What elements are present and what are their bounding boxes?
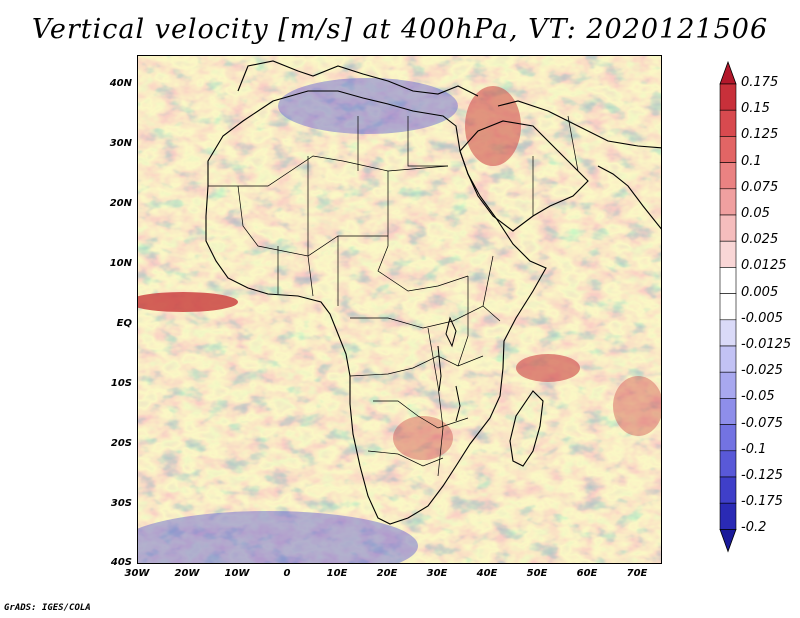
border-line [482, 255, 494, 307]
country-borders [208, 115, 579, 477]
africa-coastline [205, 90, 547, 525]
southern-africa-ascent [393, 416, 453, 460]
lat-label: 20N [109, 198, 132, 209]
persian-coastline [497, 100, 661, 149]
europe-coastline [237, 60, 479, 97]
lon-label: 60E [576, 568, 598, 579]
east-indian-ascent [613, 376, 661, 436]
colorbar-label: 0.05 [741, 206, 770, 221]
colorbar-bin [719, 398, 737, 425]
colorbar-bin [719, 188, 737, 216]
colorbar-label: -0.005 [741, 310, 783, 326]
colorbar-label: 0.175 [741, 75, 779, 90]
south-atlantic-descent [138, 511, 418, 563]
border-line [349, 355, 484, 377]
colorbar-bottom-arrow [719, 528, 737, 553]
colorbar-label: -0.1 [741, 441, 767, 457]
lat-label: 10N [109, 258, 132, 269]
lat-label: EQ [116, 318, 132, 329]
colorbar-bin [719, 136, 737, 163]
lat-label: 40S [110, 557, 132, 568]
colorbar-bin [719, 162, 737, 190]
colorbar-bin [719, 319, 737, 347]
colorbar-label: 0.15 [741, 101, 770, 117]
colorbar-bin [719, 83, 737, 111]
strong-anomalies [138, 78, 661, 563]
border-line [457, 276, 469, 367]
lat-label: 30N [109, 138, 132, 149]
colorbar-bin [719, 502, 737, 530]
india-coastline [597, 165, 661, 230]
lon-label: 50E [526, 568, 548, 579]
colorbar-label: 0.125 [741, 127, 779, 143]
border-line [377, 171, 469, 292]
arabian-peninsula-coastline [459, 120, 589, 232]
lon-label: 40E [476, 568, 498, 579]
colorbar-bin [719, 476, 737, 504]
border-line [350, 305, 501, 329]
lon-label: 10E [326, 568, 348, 579]
colorbar-label: -0.125 [741, 468, 783, 483]
colorbar-label: 0.075 [741, 179, 779, 195]
colorbar-top-arrow [719, 60, 737, 85]
lat-label: 10S [110, 378, 132, 389]
colorbar-bin [719, 267, 737, 294]
colorbar-label: 0.005 [741, 284, 779, 300]
colorbar-label: 0.1 [741, 153, 762, 169]
colorbar-bin [719, 109, 737, 137]
credit-text: GrADS: IGES/COLA [4, 603, 91, 613]
lat-label: 20S [110, 438, 132, 449]
border-line [307, 156, 314, 297]
border-line [407, 116, 448, 167]
colorbar-label: 0.0125 [741, 258, 787, 274]
indian-ocean-ascent [516, 354, 580, 382]
border-line [567, 115, 579, 172]
great-lakes [437, 316, 461, 422]
border-line [208, 155, 449, 187]
lon-label: 0 [283, 568, 291, 579]
colorbar-label: -0.025 [741, 363, 783, 379]
lon-label: 30W [124, 568, 150, 579]
coastlines [205, 60, 661, 525]
colorbar-bin [719, 293, 737, 321]
velocity-field-map [138, 56, 661, 563]
middle-east-ascent [465, 86, 521, 166]
velocity-field-texture [138, 56, 661, 563]
colorbar-label: -0.175 [741, 494, 783, 510]
colorbar [719, 60, 737, 553]
border-line [367, 450, 444, 467]
colorbar-label: -0.2 [741, 520, 767, 536]
lat-label: 30S [110, 498, 132, 509]
colorbar-label: -0.075 [741, 415, 783, 431]
colorbar-bin [719, 371, 737, 399]
map-title: Vertical velocity [m/s] at 400hPa, VT: 2… [31, 14, 769, 45]
lat-label: 40N [109, 78, 132, 89]
lon-label: 70E [626, 568, 648, 579]
equatorial-atlantic-ascent [138, 292, 238, 312]
colorbar-label: -0.05 [741, 389, 775, 405]
colorbar-bin [719, 450, 737, 478]
lon-label: 10W [224, 568, 250, 579]
colorbar-bin [719, 345, 737, 373]
mediterranean-descent [278, 78, 458, 134]
map-panel [137, 55, 662, 564]
colorbar-bin [719, 424, 737, 452]
colorbar-label: -0.0125 [741, 337, 792, 352]
madagascar-coastline [509, 390, 544, 467]
lake-malawi [455, 385, 461, 422]
lake-victoria [445, 316, 457, 348]
border-line [427, 327, 444, 477]
colorbar-bin [719, 214, 737, 242]
lake-tanganyika [437, 345, 442, 392]
colorbar-bin [719, 240, 737, 268]
lon-label: 20E [376, 568, 398, 579]
border-line [237, 185, 388, 257]
colorbar-label: 0.025 [741, 232, 779, 248]
border-line [373, 400, 469, 429]
lon-label: 30E [426, 568, 448, 579]
lon-label: 20W [174, 568, 200, 579]
